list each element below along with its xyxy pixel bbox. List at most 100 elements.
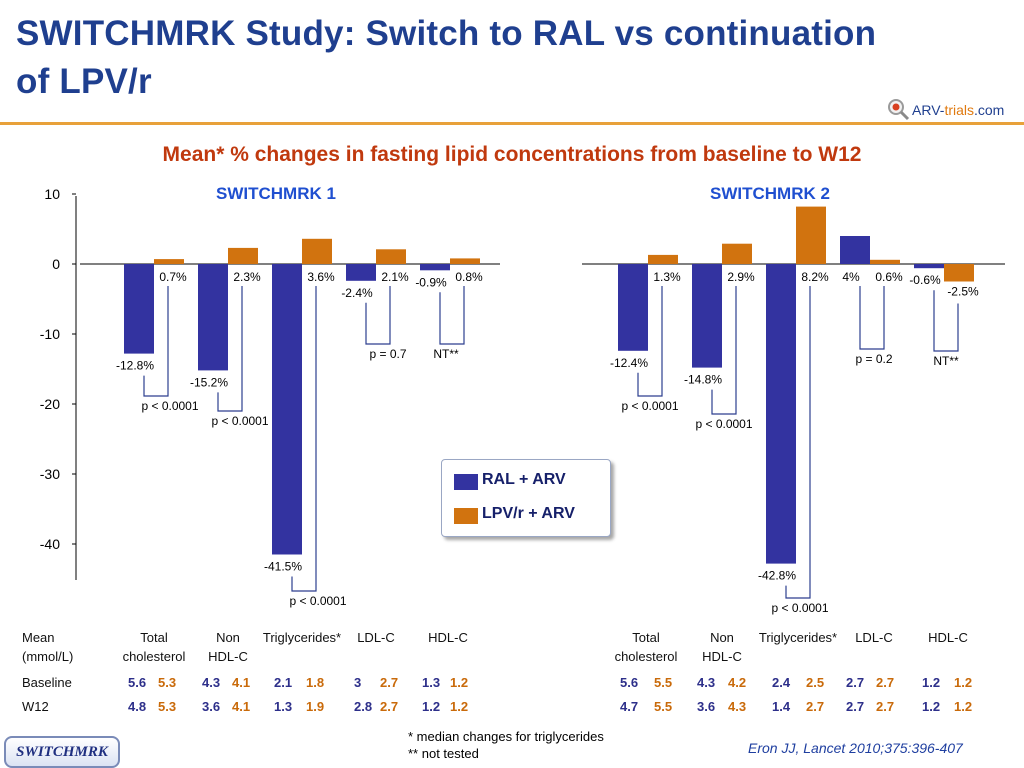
table-value-ral: 1.3 <box>422 675 441 690</box>
column-header: HDL-C <box>428 630 468 645</box>
data-label: 0.8% <box>455 270 483 284</box>
bar-ral <box>692 264 722 368</box>
bar-ral <box>840 236 870 264</box>
bar-ral <box>914 264 944 269</box>
table-value-lpv: 2.7 <box>380 675 399 690</box>
bar-lpv <box>944 264 974 282</box>
legend: RAL + ARV LPV/r + ARV <box>441 459 611 537</box>
bar-lpv <box>796 206 826 264</box>
column-header-sub: cholesterol <box>122 649 186 664</box>
table-value-lpv: 4.1 <box>232 675 251 690</box>
data-label: 8.2% <box>801 270 829 284</box>
bar-lpv <box>450 258 480 264</box>
table-value-ral: 4.3 <box>697 675 716 690</box>
footnote-median: * median changes for triglycerides <box>408 729 604 744</box>
pvalue-label: p < 0.0001 <box>621 399 678 413</box>
column-header-sub: HDL-C <box>702 649 742 664</box>
pvalue-label: p = 0.7 <box>369 347 406 361</box>
y-tick-label: -20 <box>40 396 60 412</box>
bar-lpv <box>228 247 258 264</box>
data-label: 0.6% <box>875 270 903 284</box>
data-label: 2.1% <box>381 270 409 284</box>
y-tick-label: -40 <box>40 536 60 552</box>
row-label-w12: W12 <box>22 699 49 714</box>
table-value-ral: 2.4 <box>772 675 791 690</box>
column-header: HDL-C <box>928 630 968 645</box>
column-header-sub: HDL-C <box>208 649 248 664</box>
table-value-ral: 3.6 <box>697 699 716 714</box>
pvalue-bracket <box>711 286 737 415</box>
bar-lpv <box>648 254 678 264</box>
pvalue-label: NT** <box>933 354 959 368</box>
bar-lpv <box>376 249 406 264</box>
logo-highlight: trials <box>944 102 974 118</box>
bar-ral <box>272 264 302 555</box>
column-header: Total <box>632 630 660 645</box>
data-label: -14.8% <box>684 373 722 387</box>
row-label-baseline: Baseline <box>22 675 72 690</box>
table-value-ral: 3 <box>354 675 362 690</box>
pvalue-bracket <box>217 286 243 412</box>
data-label: 1.3% <box>653 270 681 284</box>
chart-subtitle: Mean* % changes in fasting lipid concent… <box>162 143 862 166</box>
table-value-lpv: 2.7 <box>806 699 825 714</box>
data-label: 0.7% <box>159 270 187 284</box>
data-label: -0.9% <box>415 275 447 289</box>
title-divider <box>0 122 1024 125</box>
bar-charts: 10 0 -10 -20 -30 -40 -12.8% 0.7% p < 0.0001 -15.2… <box>40 186 1005 615</box>
slide-title: SWITCHMRK Study: Switch to RAL vs contin… <box>16 10 916 106</box>
data-label: -41.5% <box>264 560 302 574</box>
chart-title-switchmrk-1: SWITCHMRK 1 <box>216 184 336 203</box>
table-value-lpv: 2.7 <box>380 699 399 714</box>
table-value-ral: 2.8 <box>354 699 373 714</box>
bar-ral <box>420 264 450 271</box>
chart-title-switchmrk-2: SWITCHMRK 2 <box>710 184 830 203</box>
table-value-ral: 4.8 <box>128 699 147 714</box>
logo-magnifier-icon <box>888 99 910 121</box>
data-label: -2.5% <box>947 285 979 299</box>
table-value-ral: 1.4 <box>772 699 791 714</box>
logo-prefix: ARV- <box>912 102 945 118</box>
table-value-lpv: 1.2 <box>954 699 973 714</box>
data-label: -12.8% <box>116 359 154 373</box>
footnote-not-tested: ** not tested <box>408 746 479 761</box>
column-header: LDL-C <box>357 630 395 645</box>
table-value-ral: 4.7 <box>620 699 639 714</box>
mean-label: Mean <box>22 630 55 645</box>
y-tick-label: 0 <box>52 256 60 272</box>
table-value-lpv: 4.2 <box>728 675 747 690</box>
pvalue-bracket <box>785 286 811 599</box>
table-value-lpv: 1.2 <box>954 675 973 690</box>
y-tick-label: 10 <box>44 186 60 202</box>
column-header: Triglycerides* <box>758 630 838 645</box>
logo-suffix: .com <box>974 102 1005 118</box>
pvalue-bracket <box>439 286 465 345</box>
data-label: -2.4% <box>341 286 373 300</box>
table-value-ral: 5.6 <box>620 675 639 690</box>
table-value-ral: 3.6 <box>202 699 221 714</box>
mean-unit-label: (mmol/L) <box>22 649 74 664</box>
bar-ral <box>198 264 228 371</box>
table-value-ral: 2.7 <box>846 675 865 690</box>
data-label: -42.8% <box>758 569 796 583</box>
bar-lpv <box>870 259 900 264</box>
table-value-lpv: 5.3 <box>158 675 177 690</box>
column-header-sub: cholesterol <box>614 649 678 664</box>
citation: Eron JJ, Lancet 2010;375:396-407 <box>748 740 963 756</box>
pvalue-bracket <box>291 286 317 592</box>
pvalue-bracket <box>859 286 885 350</box>
pvalue-label: p < 0.0001 <box>289 594 346 608</box>
table-value-lpv: 5.5 <box>654 675 673 690</box>
data-label: -15.2% <box>190 375 228 389</box>
table-value-lpv: 1.2 <box>450 675 469 690</box>
legend-swatch-ral <box>454 474 478 490</box>
table-value-ral: 4.3 <box>202 675 221 690</box>
pvalue-label: p < 0.0001 <box>695 417 752 431</box>
table-value-ral: 1.2 <box>922 675 941 690</box>
pvalue-label: NT** <box>433 347 459 361</box>
pvalue-bracket <box>933 290 959 352</box>
pvalue-bracket <box>637 286 663 397</box>
y-tick-label: -10 <box>40 326 60 342</box>
bar-ral <box>766 264 796 564</box>
data-label: 3.6% <box>307 270 335 284</box>
